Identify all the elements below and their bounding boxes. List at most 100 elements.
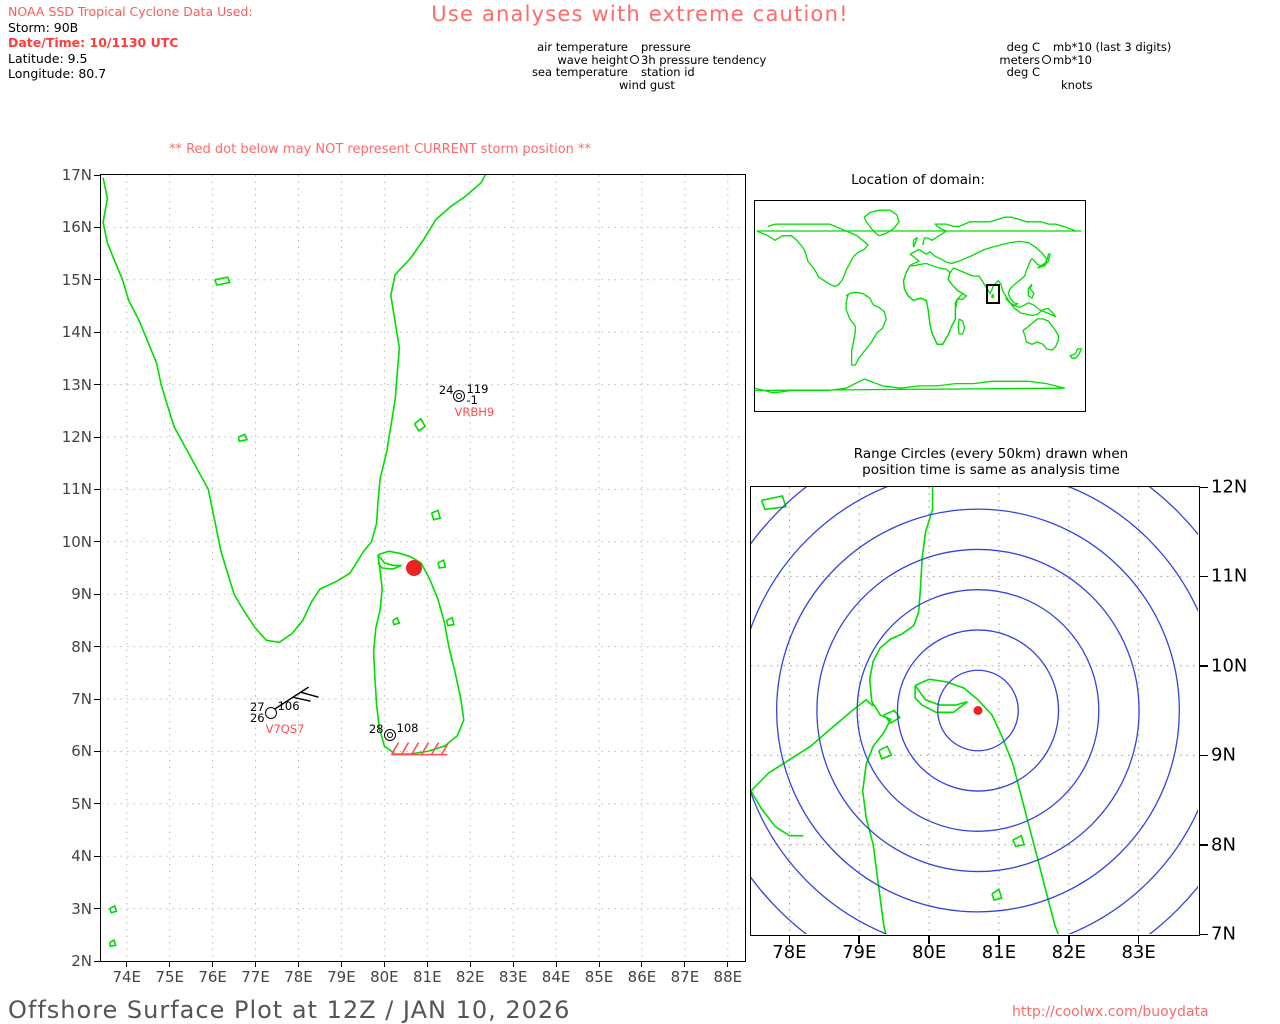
main-map-ytick-mark xyxy=(94,541,100,543)
main-map-xtick-mark xyxy=(512,961,514,967)
main-map-xtick: 75E xyxy=(155,968,184,986)
main-map-xtick: 80E xyxy=(370,968,399,986)
header-info-block: NOAA SSD Tropical Cyclone Data Used: Sto… xyxy=(8,4,253,82)
legend-pressure: pressure xyxy=(641,40,691,54)
range-circle-map[interactable] xyxy=(750,486,1200,936)
range-map-storm-dot xyxy=(973,706,983,715)
range-map-xtick-mark xyxy=(858,935,861,944)
main-map-ytick: 10N xyxy=(61,532,92,551)
main-map-xtick-mark xyxy=(684,961,686,967)
station-pressure: 108 xyxy=(396,720,419,735)
main-map-ytick: 17N xyxy=(61,166,92,184)
units-air-temperature: deg C xyxy=(1006,40,1040,54)
datetime-label: Date/Time: 10/1130 UTC xyxy=(8,35,179,51)
main-map-ytick: 12N xyxy=(61,428,92,446)
range-map-xtick: 81E xyxy=(981,942,1017,963)
range-map-xtick: 82E xyxy=(1051,942,1086,963)
main-map-xtick-mark xyxy=(727,961,729,967)
main-map-xtick-mark xyxy=(426,961,428,967)
main-map-ytick-mark xyxy=(94,279,100,281)
range-map-ytick-mark xyxy=(1199,754,1208,757)
main-map-ytick-mark xyxy=(94,646,100,648)
range-map-ytick-mark xyxy=(1199,665,1208,667)
main-map-xtick-mark xyxy=(212,961,214,967)
main-map-ytick-mark xyxy=(94,855,100,857)
station-wind-barb xyxy=(390,742,450,756)
main-map-ytick-mark xyxy=(94,803,100,805)
main-map-ytick: 3N xyxy=(71,899,92,918)
units-wave-height: meters xyxy=(999,52,1040,67)
main-map-xtick-mark xyxy=(169,961,171,967)
range-map-xtick-mark xyxy=(998,935,1000,944)
main-map-ytick: 13N xyxy=(61,375,92,394)
main-map-ytick-mark xyxy=(94,436,100,438)
range-map-xtick-mark xyxy=(788,935,791,944)
station-pressure-tendency: -1 xyxy=(466,393,478,408)
longitude-label: Longitude: 80.7 xyxy=(8,66,107,82)
range-map-xtick: 78E xyxy=(772,942,807,963)
main-map-ytick-mark xyxy=(94,698,100,700)
page-title: Offshore Surface Plot at 12Z / JAN 10, 2… xyxy=(8,996,571,1024)
main-map-xtick-mark xyxy=(641,961,643,967)
main-map-xtick-mark xyxy=(469,961,471,967)
station-pressure: 106 xyxy=(277,699,300,714)
legend-wave-height: wave height xyxy=(557,52,628,67)
main-map-ytick-mark xyxy=(94,908,100,910)
range-map-xtick-mark xyxy=(1137,935,1140,944)
range-map-xtick: 80E xyxy=(911,942,947,963)
station-circle-icon xyxy=(264,707,277,720)
main-map-panel[interactable]: 24 119 -1 VRBH9 27 26 106 V7QS7 28 108 xyxy=(100,174,746,962)
main-map-xtick-mark xyxy=(340,961,342,967)
main-map-xtick: 87E xyxy=(670,968,700,986)
main-map-xtick: 76E xyxy=(198,968,227,986)
main-map-ytick: 16N xyxy=(61,218,92,237)
main-map-ytick: 5N xyxy=(71,794,92,813)
world-coastlines xyxy=(754,209,1083,394)
range-map-ytick-mark xyxy=(1199,575,1208,578)
world-map-inset[interactable] xyxy=(754,200,1086,412)
main-map-ytick-mark xyxy=(94,750,100,752)
range-map-ytick-mark xyxy=(1199,933,1208,936)
station-circle-icon xyxy=(628,55,641,65)
main-map-overlays: 24 119 -1 VRBH9 27 26 106 V7QS7 28 108 xyxy=(101,175,745,961)
main-map-xtick: 74E xyxy=(112,968,142,986)
main-map-xtick: 77E xyxy=(241,968,270,986)
range-map-ytick: 10N xyxy=(1211,655,1248,677)
latitude-label: Latitude: 9.5 xyxy=(8,50,88,66)
units-station-circle-icon xyxy=(1040,55,1053,65)
main-map-xtick: 82E xyxy=(455,968,485,986)
station-air-temperature: 27 xyxy=(249,700,265,715)
range-map-ytick: 12N xyxy=(1211,476,1248,498)
source-url[interactable]: http://coolwx.com/buoydata xyxy=(1012,1004,1209,1020)
station-air-temperature: 24 xyxy=(438,383,454,398)
range-map-ytick: 11N xyxy=(1211,565,1248,587)
range-map-xtick: 79E xyxy=(842,942,877,963)
station-id-label: V7QS7 xyxy=(265,722,305,737)
range-inset-title-line2: position time is same as analysis time xyxy=(862,461,1120,478)
main-map-ytick: 9N xyxy=(71,585,92,604)
main-map-xtick: 85E xyxy=(584,968,614,986)
main-map-ytick-mark xyxy=(94,226,100,228)
main-map-ytick: 14N xyxy=(61,323,92,342)
station-inner-circle-icon xyxy=(456,393,463,400)
main-map-xtick-mark xyxy=(555,961,557,967)
main-map-coastlines xyxy=(102,175,487,948)
main-map-xtick-mark xyxy=(297,961,299,967)
main-map-xtick-mark xyxy=(126,961,128,967)
storm-position-dot xyxy=(406,560,423,576)
main-map-xtick: 81E xyxy=(412,968,442,986)
range-inset-title-line1: Range Circles (every 50km) drawn when xyxy=(853,446,1129,462)
station-pressure: 119 xyxy=(466,382,489,397)
units-pressure-tendency: mb*10 xyxy=(1053,52,1092,67)
station-inner-circle-icon xyxy=(386,731,393,738)
main-map-ytick-mark xyxy=(94,174,100,176)
station-circle-icon xyxy=(383,728,396,741)
legend-units: deg C mb*10 (last 3 digits) meters mb*10… xyxy=(988,41,1171,91)
station-circle-icon xyxy=(453,390,466,403)
main-map-xtick: 83E xyxy=(498,968,528,986)
range-map-ytick: 8N xyxy=(1211,834,1236,856)
main-map-ytick-mark xyxy=(94,331,100,333)
station-id-label: VRBH9 xyxy=(454,405,495,420)
range-map-xtick-mark xyxy=(928,935,930,944)
main-map-ytick-mark xyxy=(94,384,100,386)
